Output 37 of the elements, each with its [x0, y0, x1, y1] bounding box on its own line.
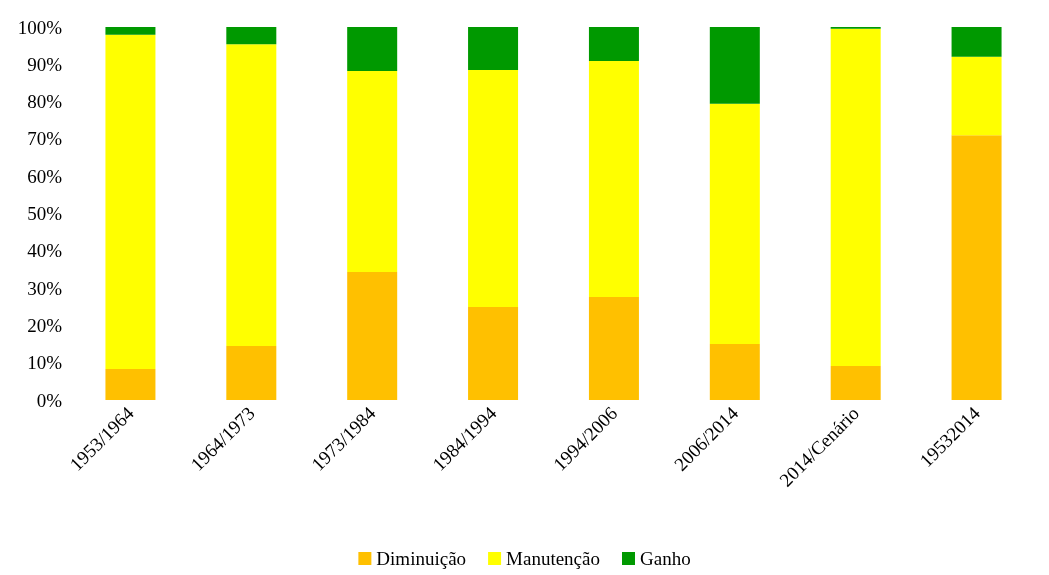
bar	[709, 344, 760, 400]
bar	[951, 135, 1002, 400]
bar	[226, 27, 277, 45]
y-tick-label: 90%	[27, 53, 63, 75]
bar	[468, 27, 519, 70]
bar	[105, 34, 156, 370]
bar	[709, 103, 760, 345]
bar	[347, 27, 398, 72]
bar	[951, 27, 1002, 57]
bar	[468, 69, 519, 308]
y-tick-label: 60%	[27, 165, 63, 187]
y-tick-label: 80%	[27, 91, 63, 113]
bar	[347, 272, 398, 400]
bar	[830, 366, 881, 400]
bar	[347, 71, 398, 273]
y-tick-label: 70%	[27, 128, 63, 150]
y-tick-label: 40%	[27, 240, 63, 262]
legend-label: Ganho	[639, 548, 691, 569]
bar	[468, 307, 519, 400]
bar	[226, 44, 277, 346]
bar	[830, 28, 881, 367]
bar	[105, 369, 156, 400]
y-tick-label: 20%	[27, 314, 63, 336]
bar	[951, 56, 1002, 136]
y-tick-label: 10%	[27, 352, 63, 374]
bar	[588, 60, 639, 298]
y-tick-label: 0%	[36, 389, 63, 411]
legend-label: Diminuição	[376, 548, 467, 569]
legend-label: Manutenção	[506, 548, 600, 569]
bar	[226, 345, 277, 400]
y-tick-label: 50%	[27, 203, 63, 224]
bar	[588, 27, 639, 61]
bar	[105, 27, 156, 35]
bar	[709, 27, 760, 104]
y-tick-label: 100%	[17, 16, 63, 38]
y-tick-label: 30%	[27, 277, 63, 299]
bar	[588, 297, 639, 400]
